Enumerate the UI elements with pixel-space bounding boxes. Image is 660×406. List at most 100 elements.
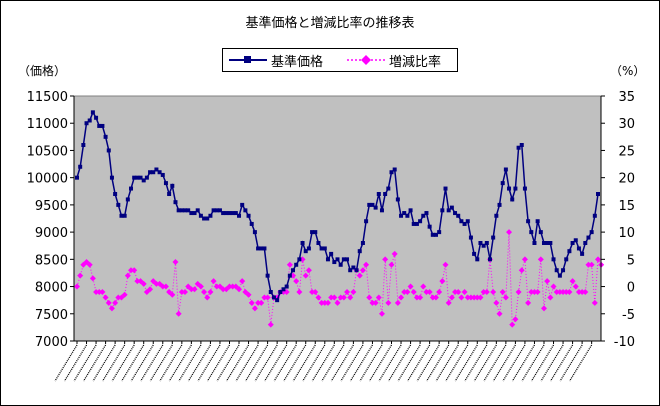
- x-tick-label: [264, 344, 288, 382]
- x-tick-label: [502, 344, 526, 382]
- price-point: [249, 221, 254, 226]
- x-tick-label: [245, 344, 269, 382]
- price-point: [252, 230, 257, 235]
- price-point: [535, 219, 540, 224]
- price-point: [186, 208, 191, 213]
- legend-label-change: 増減比率: [389, 55, 442, 70]
- price-point: [351, 265, 356, 270]
- price-point: [81, 143, 86, 147]
- change-rate-point: [483, 289, 490, 295]
- price-point: [360, 241, 365, 245]
- change-rate-point: [286, 261, 293, 268]
- legend-swatches: [229, 55, 385, 65]
- price-point: [325, 257, 330, 262]
- price-point: [256, 246, 261, 251]
- price-point: [316, 241, 321, 245]
- price-point: [379, 208, 384, 213]
- price-point: [224, 211, 229, 216]
- price-point: [275, 298, 280, 303]
- price-point: [271, 295, 276, 300]
- price-point: [100, 123, 105, 128]
- price-point: [151, 170, 156, 175]
- left-axis: 7000 7500 8000 8500 9000 9500 10000 10500 11000 1…: [27, 90, 74, 350]
- change-rate-point: [515, 289, 522, 295]
- change-rate-point: [550, 283, 557, 290]
- price-point: [538, 230, 543, 235]
- change-rate-point: [445, 299, 452, 306]
- change-rate-point: [131, 267, 138, 274]
- change-rate-point: [220, 286, 227, 293]
- price-point: [227, 211, 232, 216]
- change-rate-point: [182, 289, 189, 295]
- price-point: [294, 262, 299, 267]
- left-tick-label: 9500: [35, 199, 68, 214]
- price-point: [418, 219, 423, 224]
- price-point: [567, 249, 572, 254]
- change-rate-point: [239, 278, 246, 285]
- left-tick-label: 7000: [35, 335, 68, 350]
- change-rate-point: [375, 294, 382, 301]
- change-rate-point: [153, 280, 160, 287]
- change-rate-point: [525, 299, 532, 306]
- change-rate-point: [363, 261, 370, 268]
- change-rate-point: [410, 289, 417, 295]
- price-point: [243, 208, 248, 213]
- price-point: [541, 241, 546, 245]
- x-tick-label: [111, 344, 135, 382]
- price-point: [138, 175, 143, 180]
- x-tick-label: [54, 344, 78, 382]
- price-point: [287, 273, 292, 278]
- change-rate-point: [391, 250, 398, 257]
- price-point: [564, 257, 569, 262]
- series-price: [75, 110, 600, 303]
- change-rate-point: [108, 305, 115, 312]
- legend: 基準価格 増減比率: [222, 48, 458, 72]
- price-point: [183, 208, 188, 213]
- change-rate-point: [121, 291, 128, 298]
- left-tick-label: 8500: [35, 253, 68, 268]
- price-point: [265, 273, 270, 278]
- x-axis: [54, 341, 593, 382]
- change-rate-point: [188, 286, 195, 293]
- price-point: [430, 232, 435, 237]
- change-rate-point: [496, 310, 503, 317]
- price-point: [141, 178, 146, 183]
- change-rate-point: [432, 294, 439, 301]
- change-rate-point: [531, 289, 538, 295]
- price-point: [237, 213, 242, 218]
- price-point: [217, 208, 222, 213]
- price-point: [87, 118, 92, 123]
- price-point: [332, 260, 337, 265]
- right-tick-label: 30: [618, 117, 635, 132]
- change-rate-point: [547, 294, 554, 301]
- change-rate-point: [401, 289, 408, 295]
- left-tick-label: 10500: [27, 144, 68, 159]
- price-point: [497, 202, 502, 207]
- x-tick-label: [321, 344, 345, 382]
- price-point: [291, 268, 296, 273]
- price-point: [189, 211, 194, 216]
- price-point: [97, 123, 102, 128]
- price-point: [513, 186, 518, 191]
- change-rate-point: [579, 289, 586, 295]
- price-point: [259, 246, 264, 251]
- left-tick-label: 9000: [35, 226, 68, 241]
- change-rate-point: [369, 299, 376, 306]
- price-point: [132, 175, 137, 180]
- x-tick-label: [511, 344, 536, 382]
- x-tick-label: [73, 344, 97, 382]
- change-rate-point: [407, 283, 414, 290]
- price-point: [402, 211, 407, 216]
- right-tick-label: 10: [618, 226, 635, 241]
- change-rate-point: [534, 289, 541, 295]
- price-point: [437, 230, 442, 235]
- x-tick-label: [273, 344, 297, 382]
- x-tick-label: [63, 344, 88, 382]
- price-point: [503, 167, 508, 172]
- legend-label-price: 基準価格: [271, 55, 324, 70]
- change-rate-point: [105, 299, 112, 306]
- price-point: [90, 110, 95, 115]
- change-rate-point: [404, 289, 411, 295]
- price-point: [583, 241, 588, 245]
- change-rate-point: [429, 294, 436, 301]
